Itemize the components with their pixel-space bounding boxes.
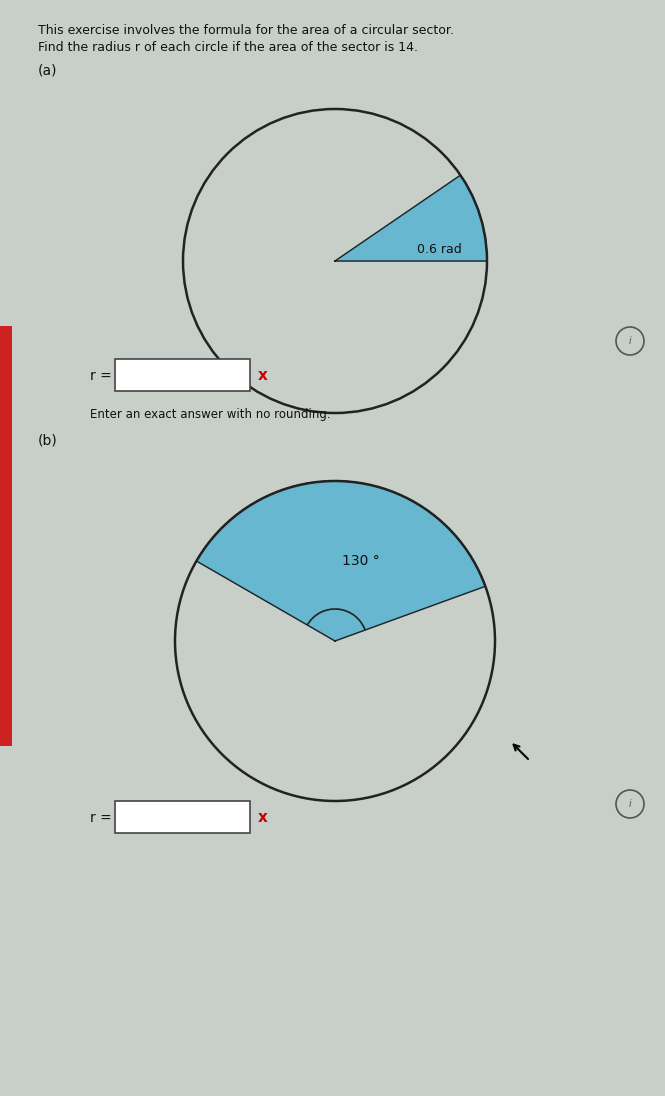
FancyBboxPatch shape [115, 801, 250, 833]
Polygon shape [196, 481, 485, 641]
Polygon shape [335, 175, 487, 261]
Text: x: x [258, 368, 268, 384]
Text: Enter an exact answer with no rounding.: Enter an exact answer with no rounding. [90, 408, 331, 421]
Text: x: x [258, 811, 268, 825]
Text: (b): (b) [38, 434, 58, 448]
Text: r =: r = [90, 811, 112, 825]
Text: r =: r = [90, 369, 112, 383]
Text: (a): (a) [38, 64, 57, 78]
Text: This exercise involves the formula for the area of a circular sector.: This exercise involves the formula for t… [38, 24, 454, 37]
Text: Find the radius r of each circle if the area of the sector is 14.: Find the radius r of each circle if the … [38, 41, 418, 54]
Text: 130 °: 130 ° [342, 555, 380, 569]
Text: i: i [628, 799, 631, 809]
Text: i: i [628, 336, 631, 346]
FancyBboxPatch shape [115, 359, 250, 391]
Bar [0, 326, 12, 746]
Text: 0.6 rad: 0.6 rad [418, 243, 462, 256]
